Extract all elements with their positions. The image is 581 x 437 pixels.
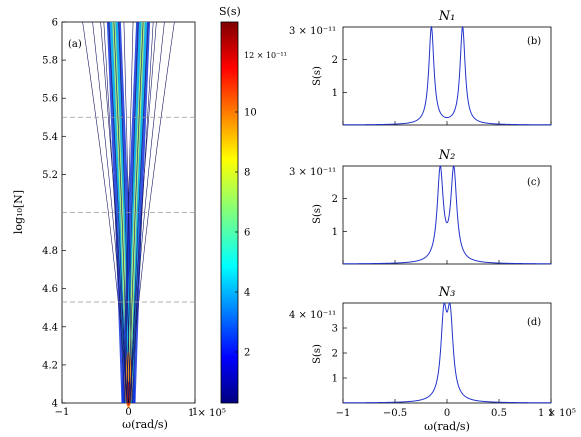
colorbar-tick-label: 2 xyxy=(244,348,250,359)
line-panel-c: 1 2 N₂ (c) S(s) 3 × 10⁻¹¹ xyxy=(289,148,552,265)
contour-line-outer xyxy=(129,21,175,404)
y-tick-label: 4.8 xyxy=(42,246,58,257)
y-tick-label: 4.2 xyxy=(42,360,58,371)
y-multiplier-d: 4 × 10⁻¹¹ xyxy=(289,310,336,321)
x-tick-label: −0.5 xyxy=(383,408,407,419)
y-tick-label: 2 xyxy=(332,349,338,360)
y-tick-label: 6 xyxy=(52,18,58,29)
y-axis-label-b: S(s) xyxy=(312,66,323,86)
x-axis-label-a: ω(rad/s) xyxy=(122,418,168,431)
y-tick-label: 1 xyxy=(332,374,338,385)
y-axis-label-d: S(s) xyxy=(312,344,323,364)
contour-line xyxy=(118,21,131,404)
heatmap-axes: −1 0 1 4 4.2 4.4 4.6 4.8 5.2 5.4 5.6 5.8 6 xyxy=(42,18,198,419)
x-tick-label: 0 xyxy=(125,407,131,418)
y-multiplier-b: 3 × 10⁻¹¹ xyxy=(289,26,336,37)
chart-title-c: N₂ xyxy=(438,148,456,163)
x-tick-label: 1 xyxy=(192,407,198,418)
axes-d: 1 2 3 −1 −0.5 0 0.5 1 xyxy=(332,324,555,420)
y-tick-label: 1 xyxy=(332,88,338,99)
series-line-c xyxy=(343,165,551,265)
x-tick-label: −1 xyxy=(55,407,70,418)
y-tick-label: 5.4 xyxy=(42,132,58,143)
series-line-d xyxy=(343,302,551,404)
x-multiplier-d: 1 × 10⁵ xyxy=(538,408,576,419)
y-tick-label: 5.8 xyxy=(42,56,58,67)
colorbar-tick-label: 6 xyxy=(244,228,250,239)
y-tick-label: 1 xyxy=(332,227,338,238)
x-tick-label: 0 xyxy=(444,408,450,419)
x-multiplier-a: 1 × 10⁵ xyxy=(188,408,226,419)
y-axis-label-c: S(s) xyxy=(312,204,323,224)
y-tick-label: 4.6 xyxy=(42,284,58,295)
colorbar-tick-label: 4 xyxy=(244,288,250,299)
heatmap-dashed-lines xyxy=(62,116,195,303)
y-multiplier-c: 3 × 10⁻¹¹ xyxy=(289,167,336,178)
y-tick-label: 4 xyxy=(52,399,58,410)
colorbar-gradient xyxy=(220,21,239,404)
x-tick-label: 0.5 xyxy=(491,408,507,419)
y-axis-label-a: log₁₀[N] xyxy=(12,190,25,234)
heatmap-panel-a: −1 0 1 4 4.2 4.4 4.6 4.8 5.2 5.4 5.6 5.8 6 (a) ω(rad… xyxy=(12,18,226,432)
panel-label-a: (a) xyxy=(68,39,82,50)
colorbar-multiplier: 12 × 10⁻¹¹ xyxy=(244,51,287,60)
x-tick-label: 1 xyxy=(548,408,554,419)
colorbar-ticks: 2 4 6 8 10 xyxy=(235,108,257,359)
plot-area-d xyxy=(342,302,552,404)
chart-title-d: N₃ xyxy=(438,285,456,300)
line-panel-b: 1 2 N₁ (b) S(s) 3 × 10⁻¹¹ xyxy=(289,9,552,126)
panel-label-c: (c) xyxy=(527,177,541,188)
line-panel-d: 1 2 3 −1 −0.5 0 0.5 1 N₃ (d) S(s) 4 × 10⁻¹¹ ω(r… xyxy=(289,285,576,433)
panel-label-d: (d) xyxy=(527,317,541,328)
plot-area-b xyxy=(342,26,552,126)
y-tick-label: 2 xyxy=(332,55,338,66)
y-tick-label: 3 xyxy=(332,324,338,335)
x-tick-label: −1 xyxy=(336,408,351,419)
colorbar-tick-label: 8 xyxy=(244,168,250,179)
panel-label-b: (b) xyxy=(527,36,541,47)
series-line-b xyxy=(343,25,551,126)
y-tick-label: 2 xyxy=(332,194,338,205)
contour-line-outer xyxy=(129,21,157,404)
y-tick-label: 5.6 xyxy=(42,94,58,105)
y-tick-label: 5.2 xyxy=(42,170,58,181)
x-axis-label-d: ω(rad/s) xyxy=(424,420,470,433)
plot-area-c xyxy=(342,165,552,265)
contour-line-outer xyxy=(82,21,128,404)
y-tick-label: 4.4 xyxy=(42,322,58,333)
contour-line-outer xyxy=(100,21,128,404)
colorbar-title: S(s) xyxy=(219,5,241,18)
colorbar: 2 4 6 8 10 S(s) 12 × 10⁻¹¹ xyxy=(219,5,287,404)
colorbar-tick-label: 10 xyxy=(244,108,257,119)
chart-title-b: N₁ xyxy=(438,9,456,24)
